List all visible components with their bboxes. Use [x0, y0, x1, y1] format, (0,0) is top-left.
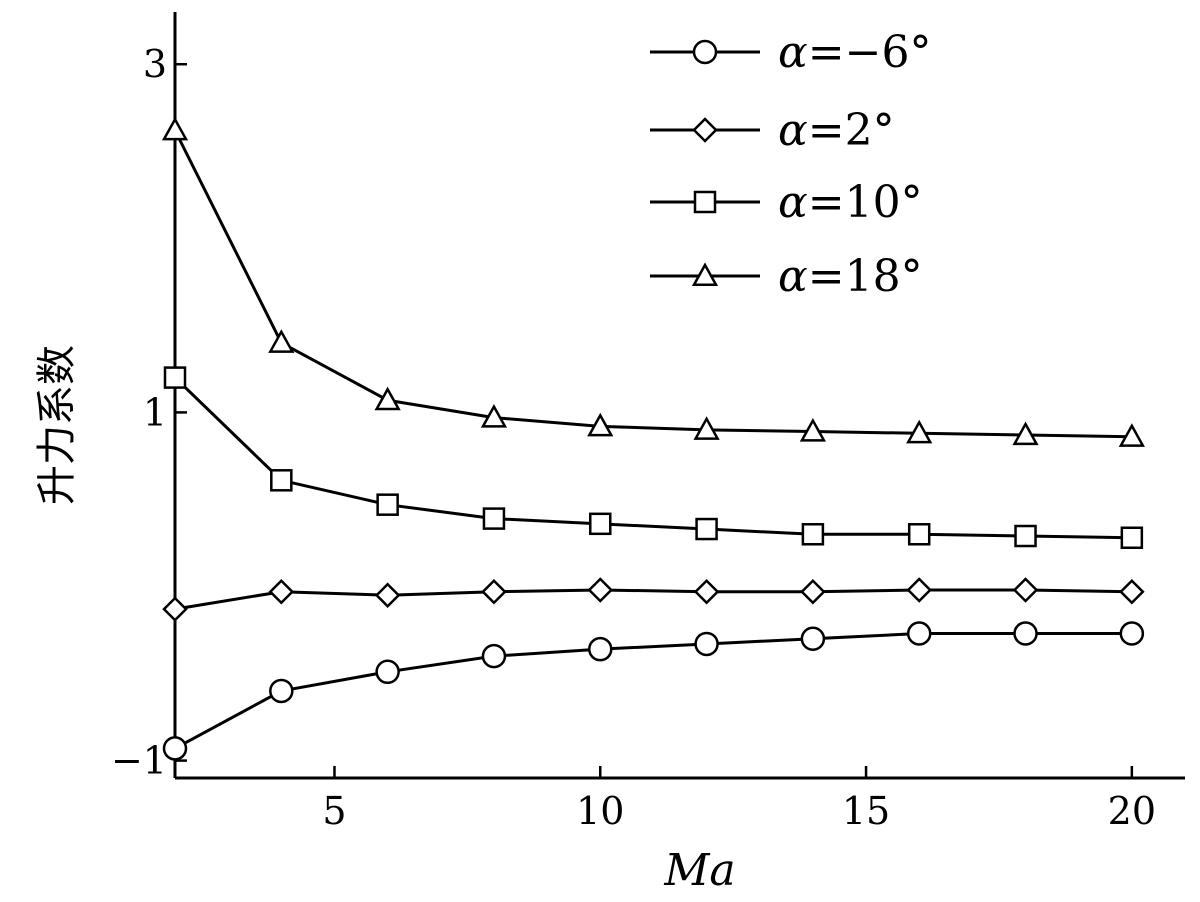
series-diamond [162, 577, 1145, 622]
data-point-triangle [693, 416, 720, 440]
data-point-triangle [1118, 423, 1145, 447]
data-point-triangle [268, 329, 295, 353]
data-point-triangle [906, 419, 933, 444]
data-point-diamond [374, 582, 401, 608]
data-point-diamond [162, 596, 188, 622]
series-line [174, 588, 1132, 611]
data-point-circle [269, 678, 294, 704]
y-tick-label: −1 [111, 739, 167, 783]
data-point-square [163, 366, 187, 389]
data-point-square [801, 523, 825, 546]
legend-marker-diamond [692, 117, 718, 143]
data-point-diamond [906, 577, 932, 603]
x-axis-label: Ma [663, 845, 735, 896]
data-point-triangle [480, 404, 508, 428]
x-tick-label: 5 [322, 789, 346, 833]
series-line [173, 376, 1132, 540]
data-point-circle [162, 736, 188, 761]
x-tick-label: 20 [1108, 789, 1156, 833]
data-point-circle [906, 621, 932, 646]
data-point-diamond [693, 578, 720, 605]
series-triangle [161, 116, 1145, 447]
data-point-triangle [587, 412, 614, 437]
data-point-circle [1119, 621, 1145, 646]
legend-label: α=18° [778, 251, 923, 302]
data-point-square [907, 523, 931, 546]
series-line [173, 129, 1132, 439]
data-point-diamond [1119, 578, 1145, 605]
data-point-triangle [374, 386, 401, 411]
series-layer [161, 116, 1145, 761]
legend-label: α=−6° [778, 27, 931, 78]
legend-item: α=10° [650, 177, 923, 228]
data-point-square [695, 517, 718, 541]
data-point-diamond [587, 577, 614, 603]
data-point-diamond [481, 578, 507, 605]
data-point-circle [588, 636, 613, 662]
legend: α=−6° α=2° α=10° α=18° [650, 27, 931, 302]
legend-marker-circle [692, 39, 718, 65]
series-circle [162, 621, 1145, 761]
data-point-diamond [268, 578, 295, 605]
data-point-circle [800, 626, 826, 651]
data-point-square [1014, 524, 1037, 548]
data-point-square [270, 469, 293, 492]
legend-label: α=10° [778, 177, 923, 228]
data-point-square [376, 493, 399, 516]
legend-item: α=18° [650, 251, 923, 302]
legend-marker-triangle [691, 262, 719, 287]
x-tick-label: 10 [576, 789, 624, 833]
legend-marker-square [693, 190, 717, 214]
legend-item: α=2° [650, 105, 895, 156]
data-point-circle [375, 659, 400, 685]
data-point-square [482, 507, 506, 530]
legend-item: α=−6° [650, 27, 931, 78]
y-tick-label: 1 [143, 390, 167, 434]
data-point-circle [481, 643, 507, 669]
data-point-circle [1013, 621, 1038, 646]
legend-label: α=2° [778, 105, 895, 156]
data-point-square [1120, 526, 1144, 550]
y-axis-label: 升力系数 [34, 345, 80, 505]
data-point-circle [694, 631, 719, 657]
series-square [163, 366, 1144, 550]
axes: 5 10 15 20 −1 1 3 [111, 12, 1185, 833]
data-point-diamond [800, 578, 826, 605]
data-point-triangle [1012, 421, 1039, 446]
series-line [174, 632, 1132, 750]
data-point-square [589, 512, 612, 536]
data-point-diamond [1012, 577, 1039, 603]
y-tick-label: 3 [143, 42, 167, 86]
data-point-triangle [799, 417, 827, 442]
x-tick-label: 15 [842, 789, 890, 833]
data-point-triangle [161, 116, 189, 141]
